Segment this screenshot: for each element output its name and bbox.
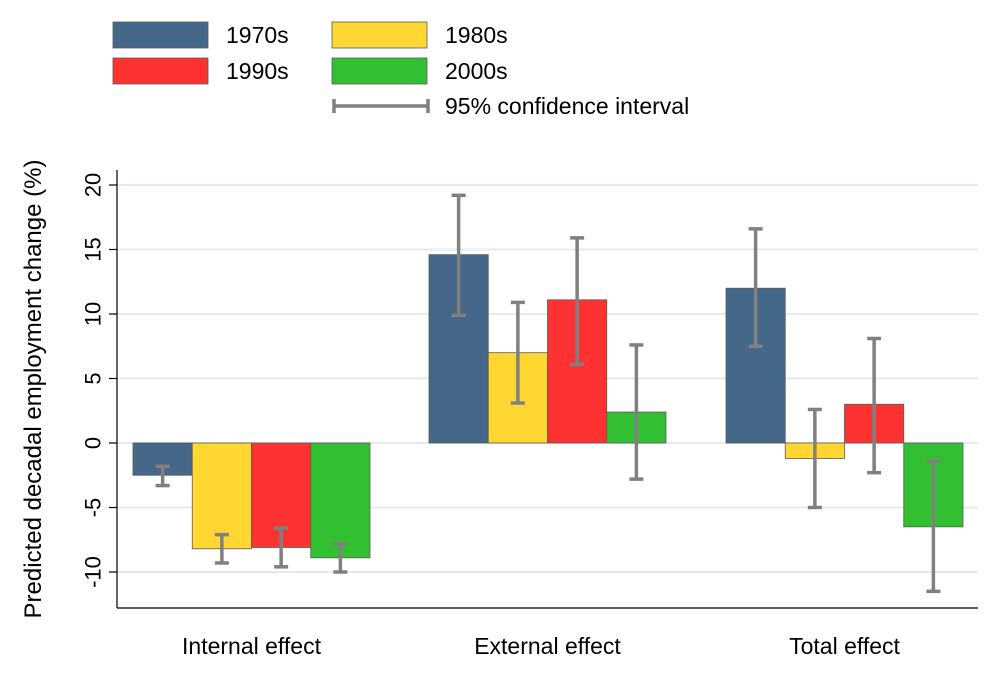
y-tick-label: 15 [81,237,106,261]
axes: -10 -5 0 5 10 15 20 Internal effect External eff… [81,170,978,659]
y-axis-label: Predicted decadal employment change (%) [20,160,47,619]
x-tick-label: External effect [474,633,621,659]
y-tick-label: -5 [81,498,106,518]
bar-2000s-0 [310,442,371,559]
bars [132,254,964,559]
legend-swatch-1980s [331,21,428,49]
legend-label-1990s: 1990s [226,58,289,84]
legend-label-ci: 95% confidence interval [445,93,689,119]
legend-swatch-1990s [112,57,209,85]
x-tick-label: Internal effect [182,633,322,659]
y-tick-label: 5 [81,372,106,384]
y-tick-label: -10 [81,556,106,588]
legend-label-2000s: 2000s [445,58,508,84]
y-tick-label: 0 [81,437,106,449]
legend-swatch-1970s [112,21,209,49]
legend: 1970s 1980s 1990s 2000s 95% confidence inter… [112,21,689,119]
legend-swatch-2000s [331,57,428,85]
bar-1980s-0 [191,442,252,550]
y-tick-label: 10 [81,302,106,326]
legend-label-1970s: 1970s [226,22,289,48]
y-tick-label: 20 [81,173,106,197]
legend-label-1980s: 1980s [445,22,508,48]
confidence-intervals [155,193,941,594]
x-tick-label: Total effect [789,633,900,659]
